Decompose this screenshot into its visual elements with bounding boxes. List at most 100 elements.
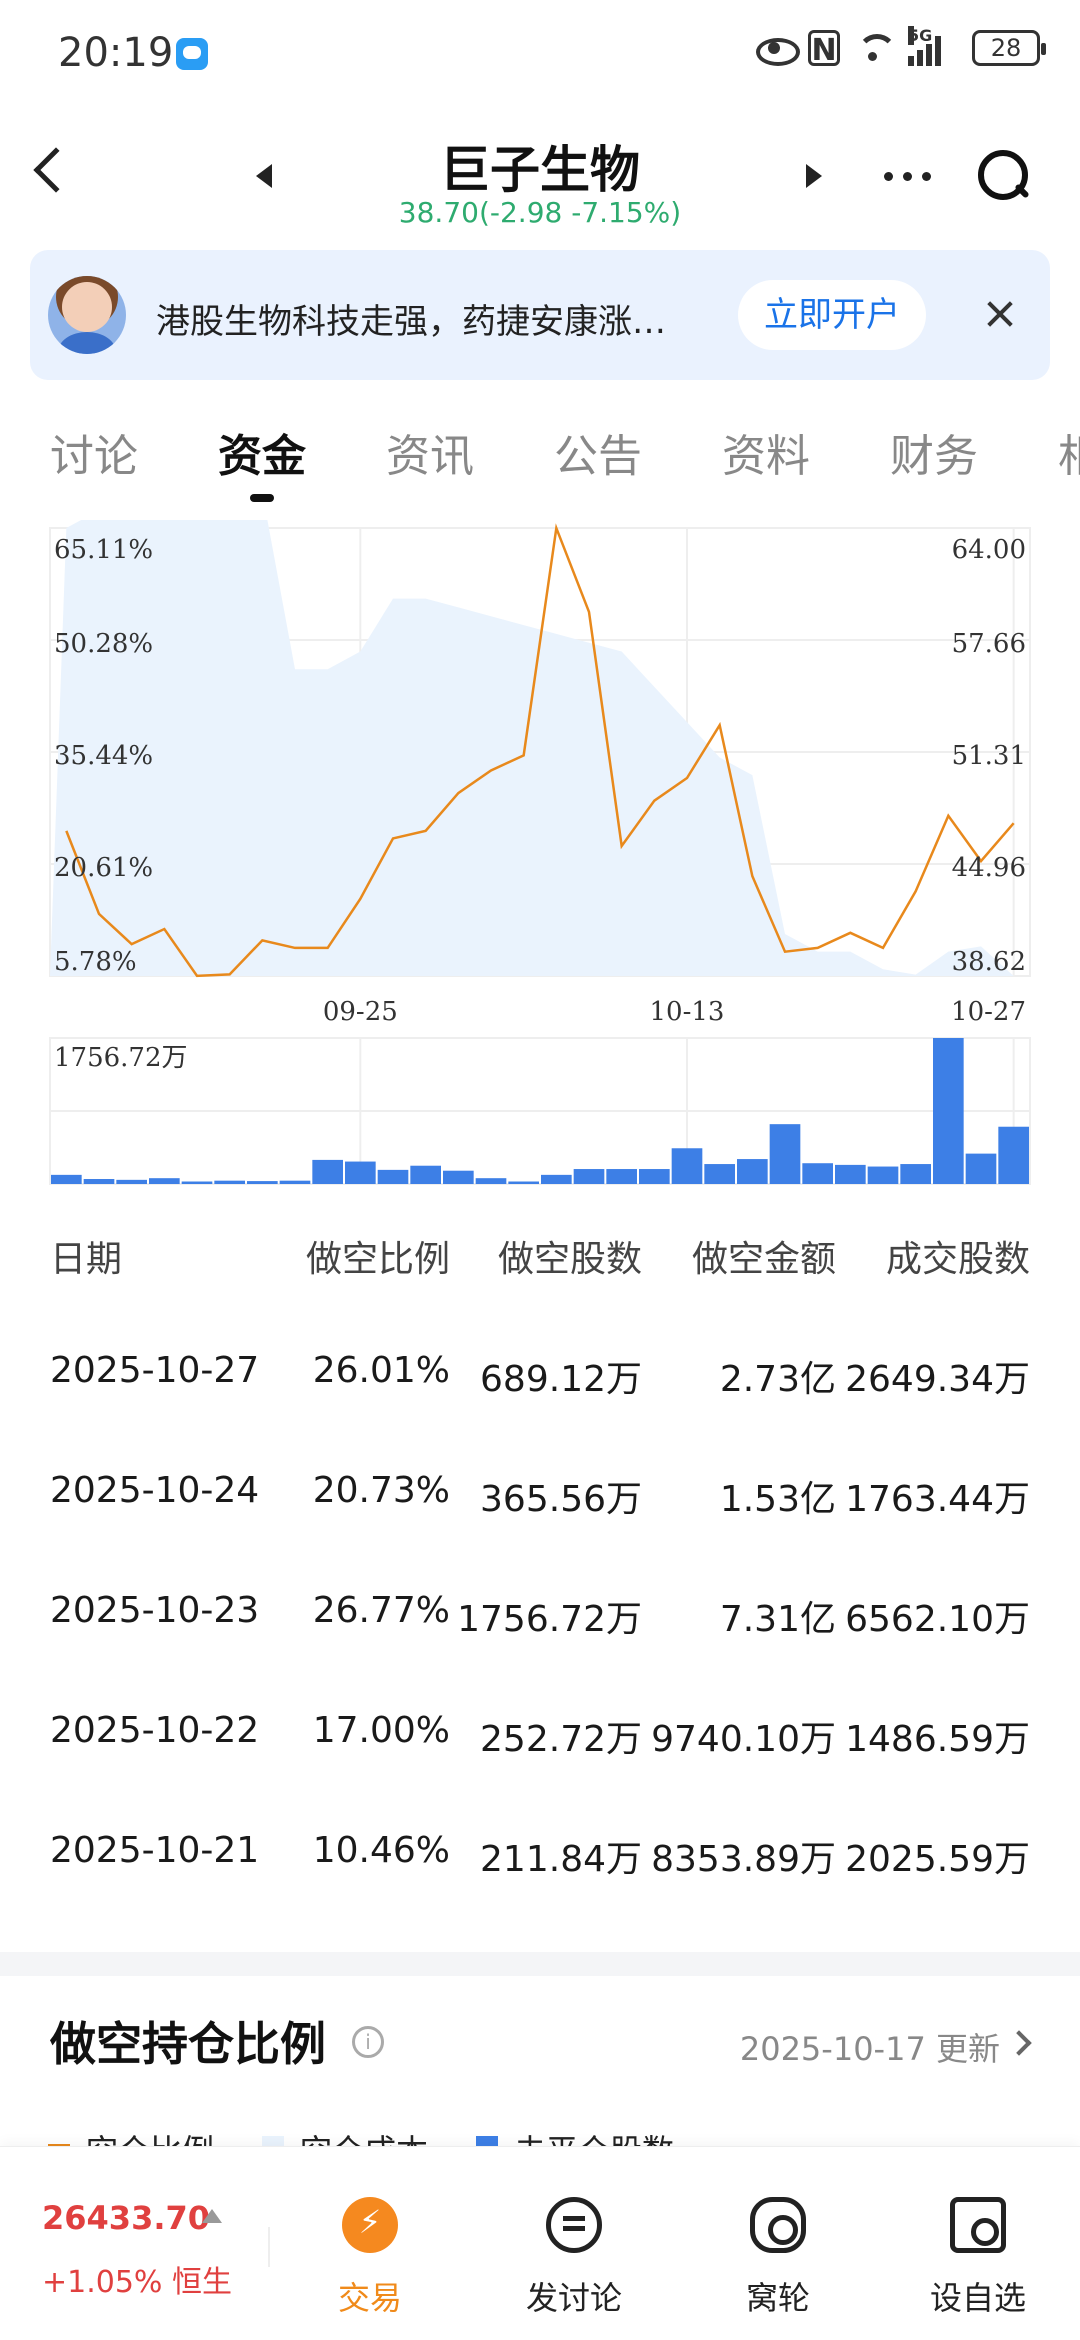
volume-bar bbox=[279, 1180, 311, 1184]
header-short-amount: 做空金额 bbox=[691, 1239, 836, 1280]
cell-volume: 6562.10万 bbox=[845, 1599, 1030, 1640]
index-change[interactable]: +1.05% 恒生 bbox=[42, 2265, 232, 2300]
volume-bar bbox=[704, 1164, 735, 1184]
volume-bar bbox=[573, 1169, 605, 1184]
open-account-button[interactable]: 立即开户 bbox=[738, 280, 926, 350]
right-tick-label: 64.00 bbox=[952, 535, 1026, 565]
cell-short-ratio: 20.73% bbox=[312, 1470, 450, 1511]
volume-bar bbox=[737, 1159, 768, 1184]
tab-indicator bbox=[250, 494, 274, 502]
right-tick-label: 51.31 bbox=[952, 741, 1026, 771]
nfc-icon: N bbox=[808, 30, 840, 68]
nav-post[interactable]: 发讨论 bbox=[494, 2177, 654, 2327]
bar-max-label: 1756.72万 bbox=[54, 1043, 188, 1073]
left-tick-label: 5.78% bbox=[54, 947, 137, 977]
cell-short-ratio: 26.77% bbox=[312, 1590, 450, 1631]
volume-bar bbox=[933, 1038, 964, 1184]
tab-news[interactable]: 资讯 bbox=[386, 431, 474, 482]
left-tick-label: 20.61% bbox=[54, 853, 153, 883]
volume-bar bbox=[83, 1179, 115, 1184]
volume-bar bbox=[965, 1153, 997, 1184]
short-selling-chart[interactable]: 65.11% 50.28% 35.44% 20.61% 5.78% 64.00 57.66 5… bbox=[0, 520, 1080, 1200]
search-icon[interactable] bbox=[978, 150, 1028, 200]
header-short-ratio: 做空比例 bbox=[305, 1239, 450, 1280]
left-tick-label: 65.11% bbox=[54, 535, 153, 565]
tab-announcements[interactable]: 公告 bbox=[554, 431, 642, 482]
volume-bar bbox=[149, 1178, 180, 1184]
table-row[interactable]: 2025-10-22 17.00% 252.72万 9740.10万 1486.… bbox=[0, 1710, 1080, 1770]
promo-banner[interactable]: 港股生物科技走强，药捷安康涨… 立即开户 bbox=[30, 250, 1050, 380]
more-icon[interactable] bbox=[884, 172, 931, 181]
battery-level: 28 bbox=[972, 30, 1046, 66]
cell-short-ratio: 26.01% bbox=[312, 1350, 450, 1391]
volume-bar bbox=[51, 1174, 82, 1184]
eye-icon bbox=[754, 30, 800, 66]
volume-bar bbox=[247, 1181, 278, 1184]
right-tick-label: 44.96 bbox=[952, 853, 1026, 883]
section-divider bbox=[0, 1952, 1080, 1976]
volume-bar bbox=[443, 1170, 474, 1184]
cell-short-shares: 211.84万 bbox=[480, 1839, 642, 1880]
volume-bar bbox=[377, 1169, 409, 1184]
table-row[interactable]: 2025-10-23 26.77% 1756.72万 7.31亿 6562.10… bbox=[0, 1590, 1080, 1650]
tab-funds[interactable]: 资金 bbox=[218, 431, 306, 482]
cell-short-shares: 365.56万 bbox=[480, 1479, 642, 1520]
chevron-right-icon[interactable] bbox=[1006, 2030, 1032, 2056]
signal-icon: 5G bbox=[908, 26, 958, 66]
nav-warrants-label: 窝轮 bbox=[745, 2279, 810, 2317]
cell-date: 2025-10-22 bbox=[50, 1710, 260, 1751]
index-value[interactable]: 26433.70 bbox=[42, 2199, 211, 2237]
nav-warrants[interactable]: 窝轮 bbox=[698, 2177, 858, 2327]
info-icon[interactable]: i bbox=[352, 2026, 384, 2058]
volume-bar bbox=[508, 1181, 539, 1184]
banner-text[interactable]: 港股生物科技走强，药捷安康涨… bbox=[156, 302, 666, 342]
next-stock-icon[interactable] bbox=[806, 164, 822, 188]
volume-bar bbox=[639, 1169, 670, 1184]
cell-date: 2025-10-24 bbox=[50, 1470, 260, 1511]
volume-bar bbox=[900, 1164, 931, 1184]
volume-bar bbox=[835, 1164, 866, 1184]
volume-bar bbox=[312, 1159, 343, 1184]
cell-short-amount: 9740.10万 bbox=[651, 1719, 836, 1760]
right-tick-label: 38.62 bbox=[952, 947, 1026, 977]
network-type: 5G bbox=[908, 26, 933, 45]
table-row[interactable]: 2025-10-21 10.46% 211.84万 8353.89万 2025.… bbox=[0, 1830, 1080, 1890]
cell-short-amount: 2.73亿 bbox=[719, 1359, 836, 1400]
volume-bar bbox=[998, 1126, 1029, 1184]
volume-bar bbox=[181, 1181, 213, 1184]
cell-volume: 1486.59万 bbox=[845, 1719, 1030, 1760]
cell-short-shares: 1756.72万 bbox=[457, 1599, 642, 1640]
index-arrow-icon bbox=[202, 2209, 222, 2223]
table-row[interactable]: 2025-10-24 20.73% 365.56万 1.53亿 1763.44万 bbox=[0, 1470, 1080, 1530]
volume-bar bbox=[214, 1180, 245, 1184]
left-tick-label: 50.28% bbox=[54, 629, 153, 659]
stock-header: 巨子生物 38.70(-2.98 -7.15%) bbox=[0, 110, 1080, 240]
close-icon[interactable] bbox=[980, 294, 1020, 334]
update-date[interactable]: 2025-10-17 更新 bbox=[739, 2030, 1000, 2068]
nav-trade[interactable]: 交易 bbox=[290, 2177, 450, 2327]
bottom-bar: 26433.70 +1.05% 恒生 交易 发讨论 窝轮 设自选 bbox=[0, 2146, 1080, 2340]
volume-bar bbox=[671, 1148, 703, 1184]
volume-bar bbox=[116, 1179, 147, 1184]
volume-bar bbox=[606, 1169, 637, 1184]
cell-date: 2025-10-21 bbox=[50, 1830, 260, 1871]
stock-name: 巨子生物 bbox=[440, 141, 640, 199]
left-tick-label: 35.44% bbox=[54, 741, 153, 771]
cell-short-ratio: 17.00% bbox=[312, 1710, 450, 1751]
tab-more[interactable]: 相 bbox=[1058, 420, 1080, 484]
nav-watchlist[interactable]: 设自选 bbox=[898, 2177, 1058, 2327]
avatar bbox=[48, 276, 126, 354]
previous-stock-icon[interactable] bbox=[256, 164, 272, 188]
add-watchlist-icon bbox=[950, 2197, 1006, 2253]
tab-profile[interactable]: 资料 bbox=[722, 431, 810, 482]
table-header: 日期 做空比例 做空股数 做空金额 成交股数 bbox=[0, 1230, 1080, 1290]
volume-bar bbox=[802, 1163, 833, 1184]
volume-bar bbox=[475, 1178, 507, 1184]
header-short-shares: 做空股数 bbox=[497, 1239, 642, 1280]
x-tick-label: 09-25 bbox=[323, 997, 398, 1027]
table-row[interactable]: 2025-10-27 26.01% 689.12万 2.73亿 2649.34万 bbox=[0, 1350, 1080, 1410]
tab-discussion[interactable]: 讨论 bbox=[50, 431, 138, 482]
cell-volume: 2025.59万 bbox=[845, 1839, 1030, 1880]
tab-financials[interactable]: 财务 bbox=[890, 431, 978, 482]
volume-bar bbox=[345, 1161, 376, 1184]
